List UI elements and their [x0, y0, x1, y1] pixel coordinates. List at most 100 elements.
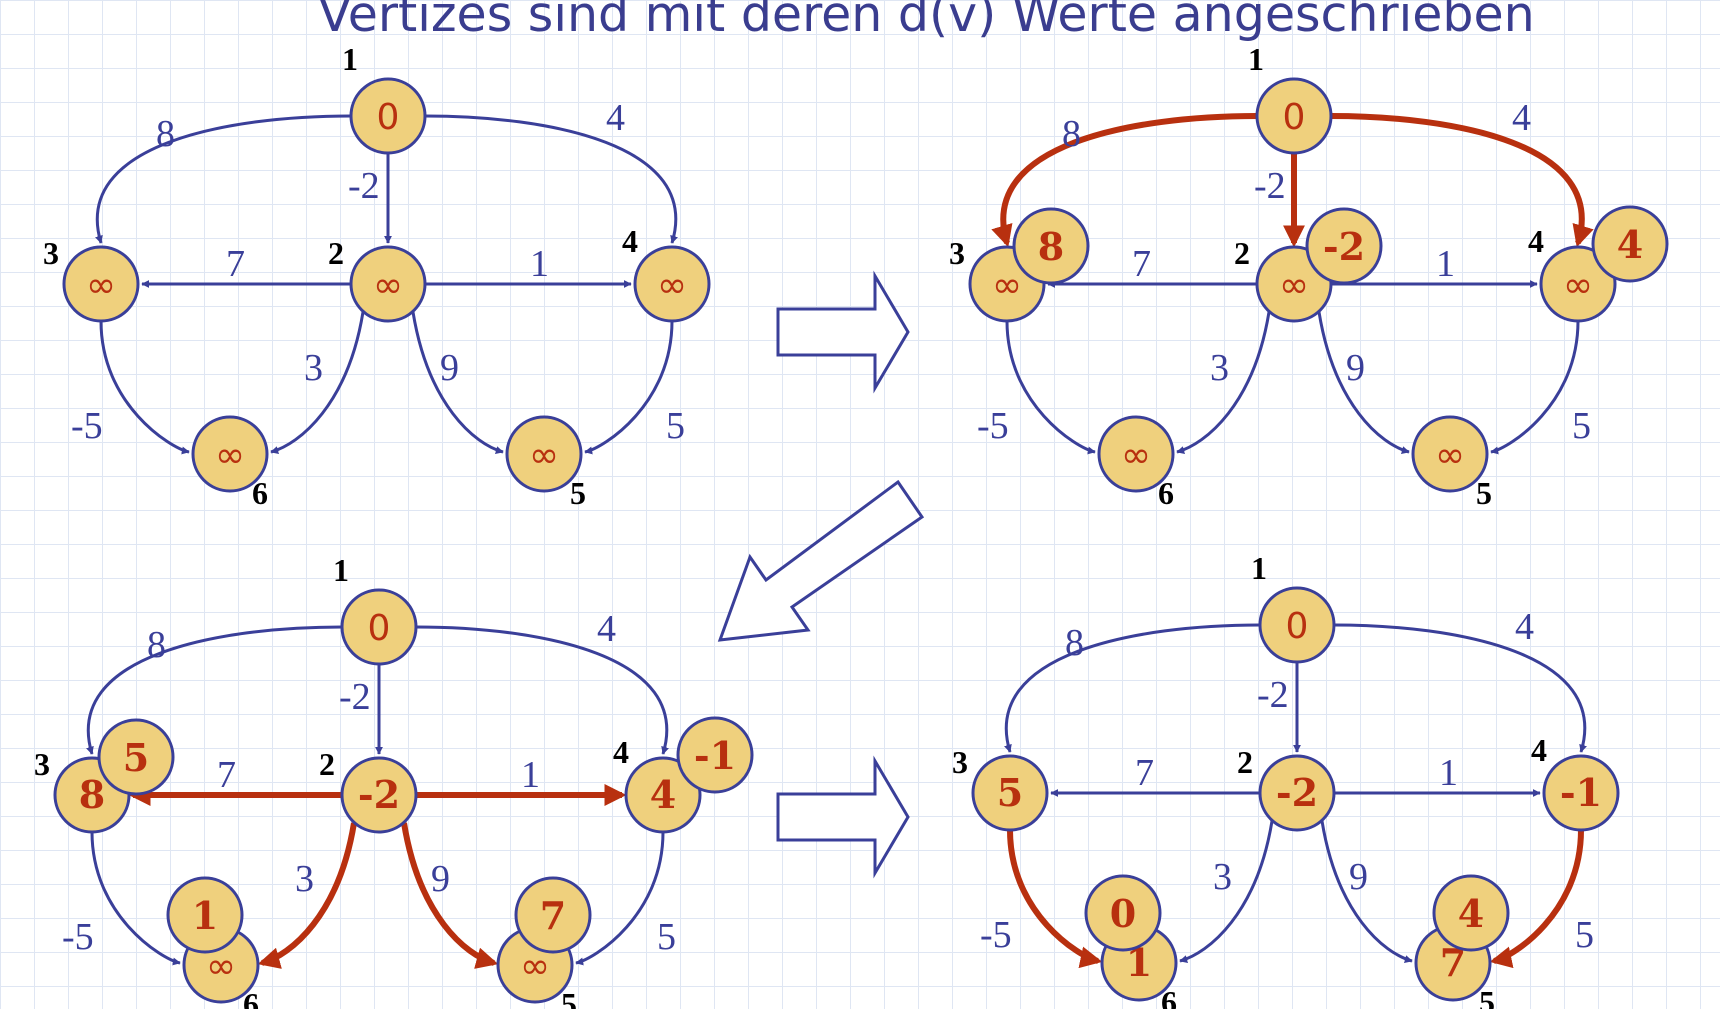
edge-2-6 [1179, 820, 1274, 963]
edge-1-3 [86, 625, 343, 755]
edge-weight-label: 9 [1346, 347, 1365, 389]
edge-weight-label: 4 [597, 608, 616, 650]
vertex-id-label: 2 [328, 235, 344, 271]
vertex-distance-value: ∞ [992, 265, 1022, 306]
updated-distance-value: 1 [192, 893, 218, 938]
vertex-distance-value: 5 [997, 770, 1023, 815]
updated-distance-bubble [1432, 874, 1510, 952]
edge-weight-label: 3 [1210, 347, 1229, 389]
edge-2-5 [411, 311, 504, 454]
updated-distance-bubble [1305, 207, 1383, 285]
updated-distance-value: 4 [1458, 891, 1484, 936]
updated-distance-bubble [1012, 207, 1090, 285]
vertex-id-label: 4 [1531, 732, 1547, 768]
vertex-id-label: 1 [1248, 41, 1264, 77]
vertex-id-label: 6 [252, 475, 268, 511]
edge-2-6 [1176, 311, 1271, 454]
vertex-distance-value: ∞ [1435, 435, 1465, 476]
vertex-1 [349, 77, 427, 155]
edge-weight-label: -5 [62, 916, 94, 958]
vertex-1 [1255, 77, 1333, 155]
vertex-distance-value: ∞ [529, 435, 559, 476]
vertex-2 [340, 756, 418, 834]
vertex-distance-value: 0 [1286, 606, 1309, 647]
edge-weight-label: 8 [156, 113, 175, 155]
updated-distance-value: 4 [1617, 222, 1643, 267]
vertex-distance-value: ∞ [215, 435, 245, 476]
edge-4-5 [1490, 320, 1580, 455]
vertex-id-label: 3 [949, 235, 965, 271]
graph-panel-2: 8-247 13 9-5 501∞2∞3∞4∞5∞6-28 4 [949, 41, 1669, 511]
vertex-id-label: 2 [1237, 744, 1253, 780]
vertex-distance-value: 0 [377, 97, 400, 138]
edge-weight-label: 5 [657, 916, 676, 958]
edge-1-4 [1333, 623, 1587, 753]
down-left-arrow-icon [717, 479, 925, 642]
slide-title: Vertizes sind mit deren d(v) Werte anges… [318, 0, 1535, 43]
updated-distance-bubble [514, 876, 592, 954]
vertex-5 [1411, 415, 1489, 493]
edge-weight-label: -2 [1257, 674, 1289, 716]
edge-weight-label: 7 [226, 243, 245, 285]
edge-3-6 [1007, 829, 1103, 969]
vertex-distance-value: ∞ [1279, 265, 1309, 306]
updated-distance-value: 5 [123, 735, 149, 780]
edge-weight-label: 1 [1436, 243, 1455, 285]
edge-1-3 [95, 114, 352, 244]
edge-weight-label: -5 [71, 405, 103, 447]
vertex-2 [349, 245, 427, 323]
vertex-distance-value: 4 [650, 772, 676, 817]
edge-weight-label: 8 [147, 624, 166, 666]
vertex-id-label: 3 [952, 744, 968, 780]
vertex-id-label: 2 [319, 746, 335, 782]
edge-weight-label: 9 [431, 858, 450, 900]
edge-weight-label: 7 [1135, 752, 1154, 794]
edge-weight-label: 9 [1349, 856, 1368, 898]
vertex-distance-value: ∞ [1563, 265, 1593, 306]
edge-2-5 [1317, 311, 1410, 454]
vertex-id-label: 1 [342, 41, 358, 77]
edge-weight-label: 3 [304, 347, 323, 389]
edge-weight-label: 7 [217, 754, 236, 796]
vertex-id-label: 4 [613, 734, 629, 770]
vertex-id-label: 1 [333, 552, 349, 588]
updated-distance-value: -1 [694, 733, 736, 778]
vertex-id-label: 4 [622, 223, 638, 259]
edge-weight-label: -2 [348, 165, 380, 207]
edge-2-6 [257, 822, 357, 969]
edge-1-4 [1330, 113, 1594, 248]
vertex-id-label: 5 [1479, 984, 1495, 1009]
edge-weight-label: 4 [606, 97, 625, 139]
vertex-distance-value: -2 [1276, 770, 1318, 815]
edge-weight-label: 5 [666, 405, 685, 447]
vertex-distance-value: ∞ [86, 265, 116, 306]
vertex-id-label: 5 [570, 475, 586, 511]
vertex-distance-value: ∞ [520, 946, 550, 987]
updated-distance-value: -2 [1323, 224, 1365, 269]
updated-distance-bubble [1084, 874, 1162, 952]
vertex-id-label: 6 [1161, 984, 1177, 1009]
right-arrow-icon [776, 270, 910, 394]
updated-distance-bubble [97, 718, 175, 796]
vertex-6 [1097, 415, 1175, 493]
edge-weight-label: 1 [1439, 752, 1458, 794]
vertex-distance-value: ∞ [1121, 435, 1151, 476]
edge-weight-label: 5 [1572, 405, 1591, 447]
vertex-5 [505, 415, 583, 493]
vertex-id-label: 1 [1251, 550, 1267, 586]
edge-2-5 [401, 822, 499, 969]
edge-3-6 [90, 831, 181, 966]
updated-distance-bubble [676, 716, 754, 794]
vertex-distance-value: ∞ [657, 265, 687, 306]
edge-weight-label: 4 [1515, 606, 1534, 648]
vertex-id-label: 5 [1476, 475, 1492, 511]
vertex-4 [633, 245, 711, 323]
edge-4-5 [584, 320, 674, 455]
edge-weight-label: -2 [339, 676, 371, 718]
vertex-distance-value: ∞ [373, 265, 403, 306]
vertex-1 [1258, 586, 1336, 664]
edge-weight-label: 3 [295, 858, 314, 900]
vertex-3 [62, 245, 140, 323]
